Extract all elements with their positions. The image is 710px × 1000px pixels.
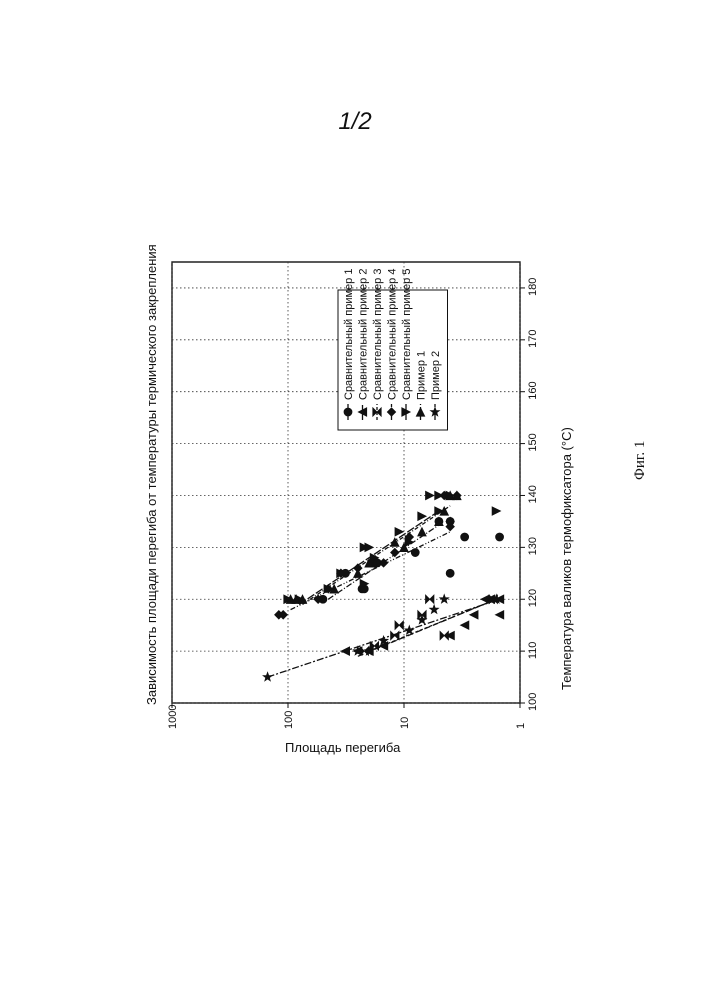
data-point [435, 491, 443, 499]
legend-entry: Пример 2 [430, 351, 442, 400]
x-tick-label: 140 [527, 485, 539, 503]
series-3 [360, 595, 497, 655]
series-5 [284, 491, 501, 604]
series-7 [263, 595, 501, 681]
data-point [440, 595, 449, 603]
data-point [391, 548, 399, 556]
legend-entry: Сравнительный пример 2 [358, 269, 370, 400]
x-tick-label: 100 [527, 693, 539, 711]
data-point [492, 507, 500, 515]
x-tick-label: 160 [527, 381, 539, 399]
data-point [470, 611, 478, 619]
legend-entry: Сравнительный пример 5 [401, 269, 413, 400]
data-point [461, 533, 469, 541]
data-point [418, 528, 426, 536]
data-point [426, 491, 434, 499]
x-tick-label: 150 [527, 433, 539, 451]
y-axis-label: Площадь перегиба [285, 740, 401, 755]
x-tick-label: 130 [527, 537, 539, 555]
data-point [411, 549, 419, 557]
x-tick-label: 170 [527, 329, 539, 347]
data-point [495, 611, 503, 619]
data-point [426, 595, 434, 603]
data-point [263, 672, 272, 680]
fit-line [299, 511, 439, 604]
x-axis-label: Температура валиков термофиксатора (°C) [559, 427, 574, 690]
legend: Сравнительный пример 1Сравнительный прим… [338, 269, 448, 430]
x-tick-label: 120 [527, 589, 539, 607]
data-point [395, 528, 403, 536]
data-point [460, 621, 468, 629]
data-point [440, 631, 448, 639]
figure-caption: Фиг. 1 [632, 441, 649, 480]
y-tick-label: 1000 [167, 705, 179, 729]
legend-marker [344, 408, 352, 416]
data-point [496, 533, 504, 541]
y-tick-label: 1 [515, 723, 527, 729]
y-tick-label: 100 [283, 711, 295, 729]
x-tick-label: 180 [527, 278, 539, 296]
data-point [430, 605, 439, 613]
data-marks [263, 491, 504, 681]
data-point [365, 543, 373, 551]
data-point [446, 569, 454, 577]
fit-line [328, 521, 444, 599]
x-tick-label: 110 [527, 642, 539, 660]
legend-entry: Сравнительный пример 3 [372, 269, 384, 400]
legend-entry: Сравнительный пример 4 [387, 269, 399, 400]
legend-entry: Пример 1 [416, 351, 428, 400]
chart-title: Зависимость площади перегиба от температ… [144, 244, 159, 705]
y-tick-label: 10 [399, 717, 411, 729]
series-2 [341, 595, 504, 656]
data-point [418, 512, 426, 520]
legend-entry: Сравнительный пример 1 [343, 269, 355, 400]
data-point [354, 569, 362, 577]
data-point [395, 621, 403, 629]
